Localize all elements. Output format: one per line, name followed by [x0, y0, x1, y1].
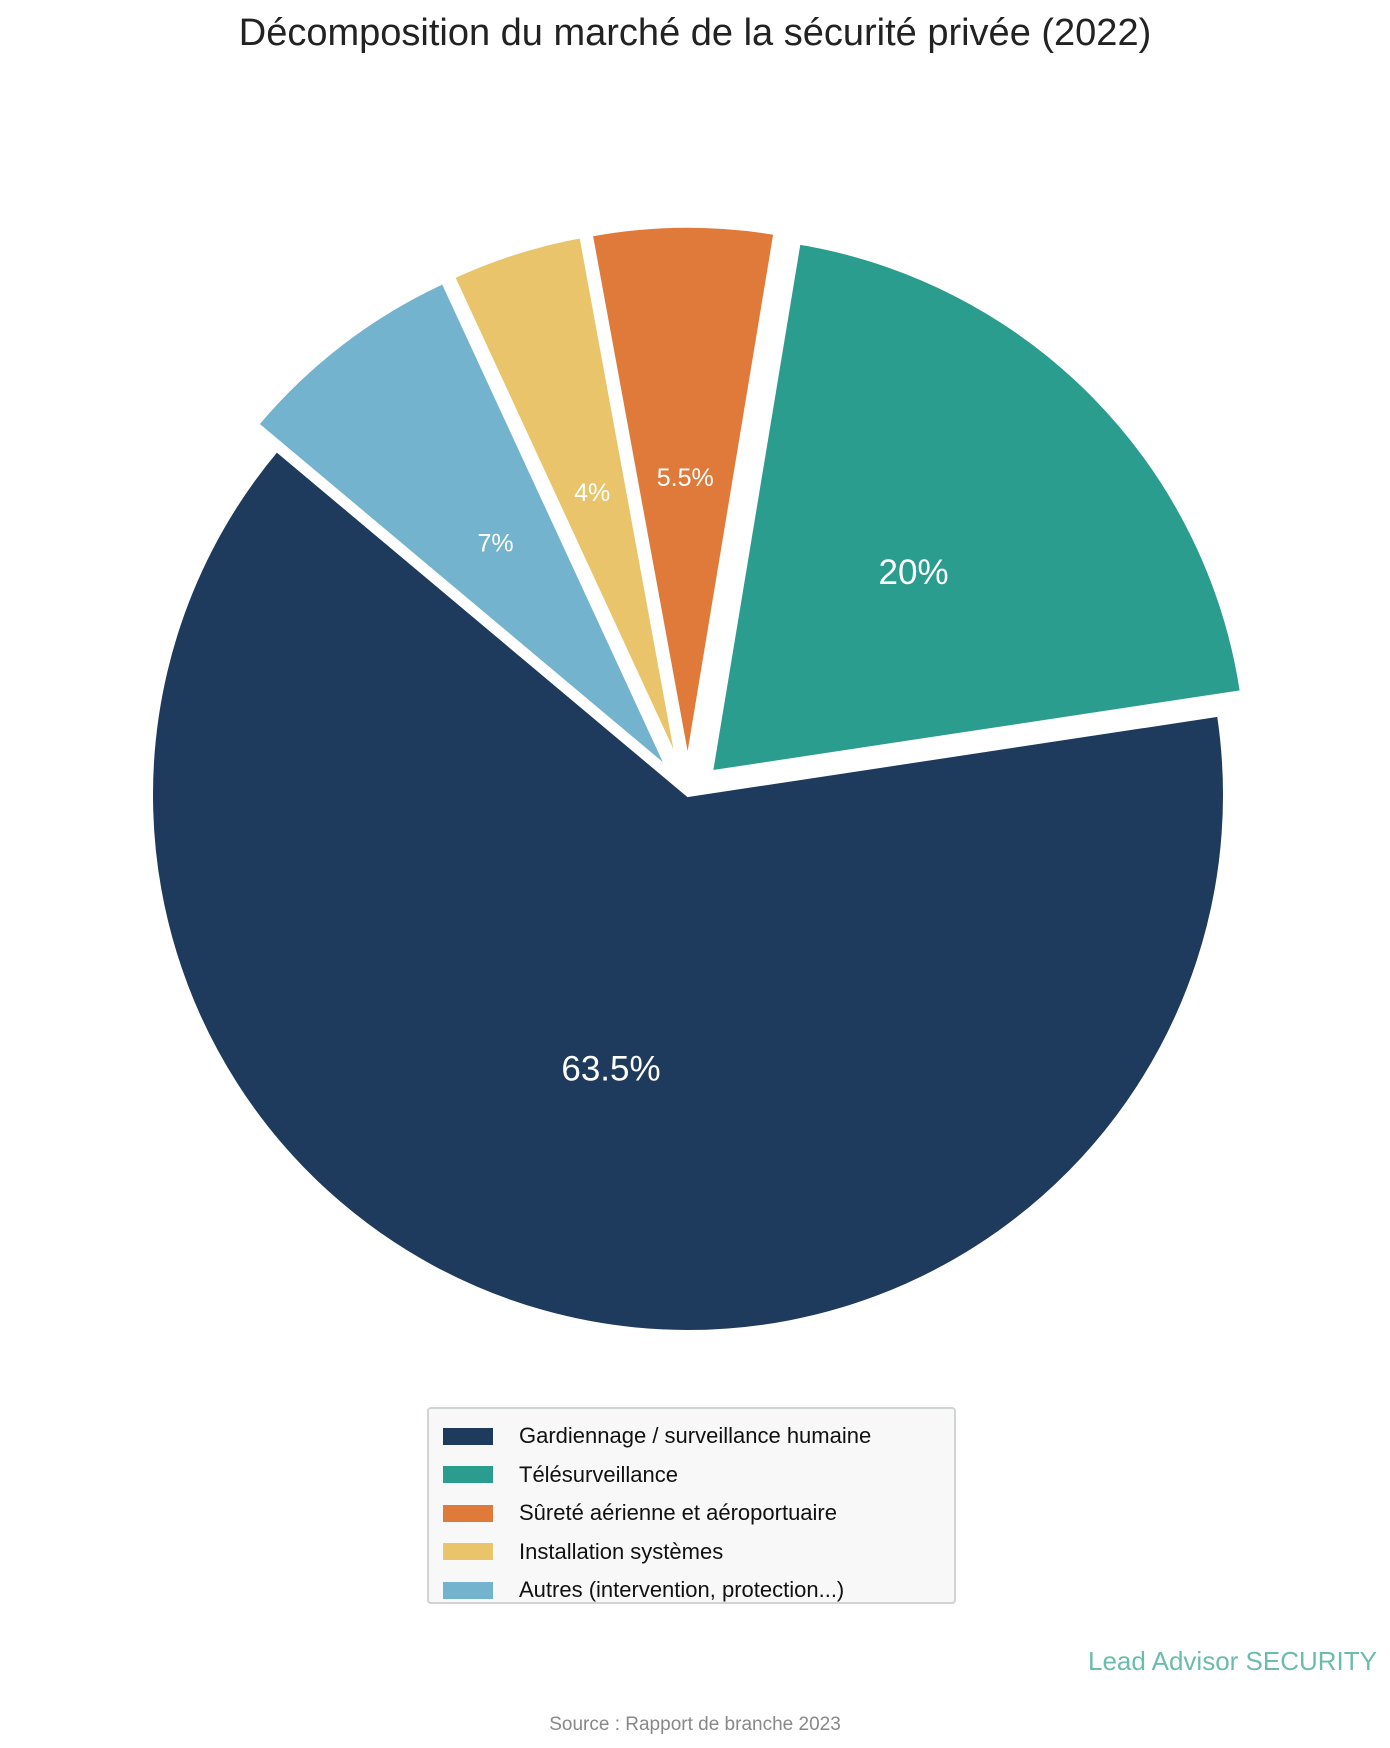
pie-slice-autres [254, 279, 671, 771]
chart-title: Décomposition du marché de la sécurité p… [238, 12, 1152, 54]
pie-label-telesurveillance: 20% [879, 553, 949, 592]
legend-item: Télésurveillance [429, 1456, 954, 1495]
legend-item: Autres (intervention, protection...) [429, 1571, 954, 1610]
legend-label: Installation systèmes [519, 1538, 724, 1564]
pie-slice-telesurveillance [708, 240, 1245, 775]
pie-slice-installation [450, 233, 681, 766]
legend-swatch [443, 1581, 493, 1599]
legend-swatch [443, 1543, 493, 1561]
pie-label-gardiennage: 63.5% [561, 1049, 660, 1088]
pie-slice-gardiennage [149, 447, 1227, 1334]
legend-swatch [443, 1427, 493, 1445]
legend-label: Sûreté aérienne et aéroportuaire [519, 1500, 837, 1526]
legend-label: Autres (intervention, protection...) [519, 1577, 845, 1603]
legend-item: Gardiennage / surveillance humaine [429, 1417, 954, 1456]
legend-label: Télésurveillance [519, 1461, 678, 1487]
pie-label-autres: 7% [477, 529, 513, 557]
pie-label-surete: 5.5% [657, 464, 714, 492]
pie-label-installation: 4% [574, 479, 610, 507]
legend-swatch [443, 1466, 493, 1484]
legend-item: Sûreté aérienne et aéroportuaire [429, 1494, 954, 1533]
source-note: Source : Rapport de branche 2023 [549, 1714, 841, 1735]
pie-slice-surete [588, 223, 778, 764]
legend: Gardiennage / surveillance humaine Télés… [427, 1407, 956, 1604]
legend-item: Installation systèmes [429, 1533, 954, 1572]
legend-label: Gardiennage / surveillance humaine [519, 1423, 872, 1449]
legend-swatch [443, 1504, 493, 1522]
pie-chart: 63.5% 20% 5.5% 4% 7% [149, 223, 1245, 1334]
brand-watermark: Lead Advisor SECURITY [1087, 1646, 1377, 1676]
